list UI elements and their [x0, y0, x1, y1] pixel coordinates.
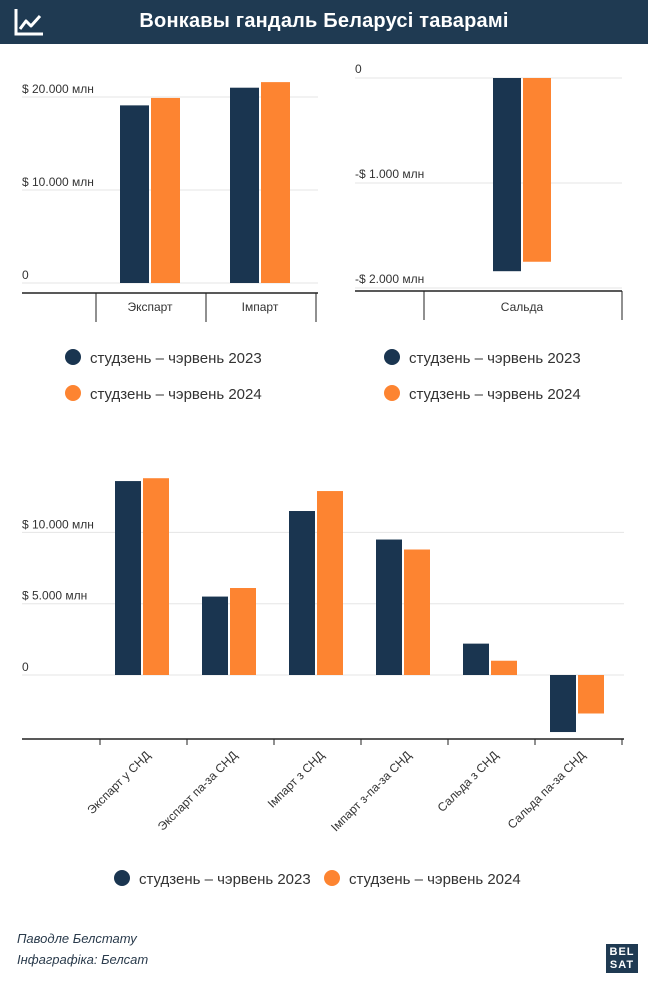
y-tick-label: 0: [22, 660, 29, 674]
y-tick-label: -$ 1.000 млн: [355, 167, 424, 181]
bar: [230, 87, 259, 283]
legend-label: студзень – чэрвень 2024: [349, 871, 521, 888]
y-tick-label: 0: [22, 268, 29, 282]
bar: [523, 78, 551, 262]
legend-label: студзень – чэрвень 2024: [90, 386, 262, 403]
y-tick-label: $ 10.000 млн: [22, 517, 94, 531]
bar: [115, 481, 141, 675]
x-tick-label: Імпарт з-па-за СНД: [328, 748, 414, 834]
legend-marker: [114, 870, 130, 886]
x-tick-label: Экспарт: [127, 300, 173, 314]
y-tick-label: -$ 2.000 млн: [355, 272, 424, 286]
source-note: Паводле Белстату: [17, 931, 137, 946]
legend-label: студзень – чэрвень 2023: [139, 871, 311, 888]
bar: [493, 78, 521, 272]
y-tick-label: $ 5.000 млн: [22, 589, 87, 603]
x-tick-label: Сальда па-за СНД: [505, 748, 588, 831]
x-tick-label: Экспарт у СНД: [84, 748, 153, 817]
x-tick-label: Імпарт з СНД: [265, 748, 327, 810]
legend-marker: [324, 870, 340, 886]
legend-marker: [384, 385, 400, 401]
y-tick-label: $ 10.000 млн: [22, 175, 94, 189]
bar: [202, 596, 228, 675]
x-tick-label: Экспарт па-за СНД: [155, 748, 240, 833]
x-tick-label: Імпарт: [242, 300, 279, 314]
legend-label: студзень – чэрвень 2023: [409, 350, 581, 367]
legend-marker: [65, 349, 81, 365]
bar: [143, 478, 169, 675]
bar: [151, 97, 180, 284]
belsat-logo: BEL SAT: [606, 944, 638, 973]
bar: [261, 82, 290, 284]
logo-line-1: BEL: [609, 946, 635, 958]
bar: [376, 539, 402, 675]
y-tick-label: 0: [355, 62, 362, 76]
legend-marker: [65, 385, 81, 401]
legend-marker: [384, 349, 400, 365]
bar: [578, 675, 604, 714]
bar: [404, 549, 430, 675]
bar: [230, 588, 256, 675]
y-tick-label: $ 20.000 млн: [22, 82, 94, 96]
bar: [550, 675, 576, 733]
x-tick-label: Сальда з СНД: [435, 748, 502, 815]
credit-note: Інфаграфіка: Белсат: [17, 952, 149, 967]
bar: [289, 511, 315, 675]
bar: [491, 660, 517, 675]
header-bar: Вонкавы гандаль Беларусі таварамі: [0, 0, 648, 44]
logo-line-2: SAT: [609, 959, 635, 971]
legend-label: студзень – чэрвень 2023: [90, 350, 262, 367]
legend-label: студзень – чэрвень 2024: [409, 386, 581, 403]
bar: [120, 105, 149, 284]
x-tick-label: Сальда: [501, 300, 544, 314]
line-chart-icon: [14, 9, 43, 36]
bar: [463, 643, 489, 675]
page-title: Вонкавы гандаль Беларусі таварамі: [139, 10, 509, 32]
bar: [317, 491, 343, 675]
